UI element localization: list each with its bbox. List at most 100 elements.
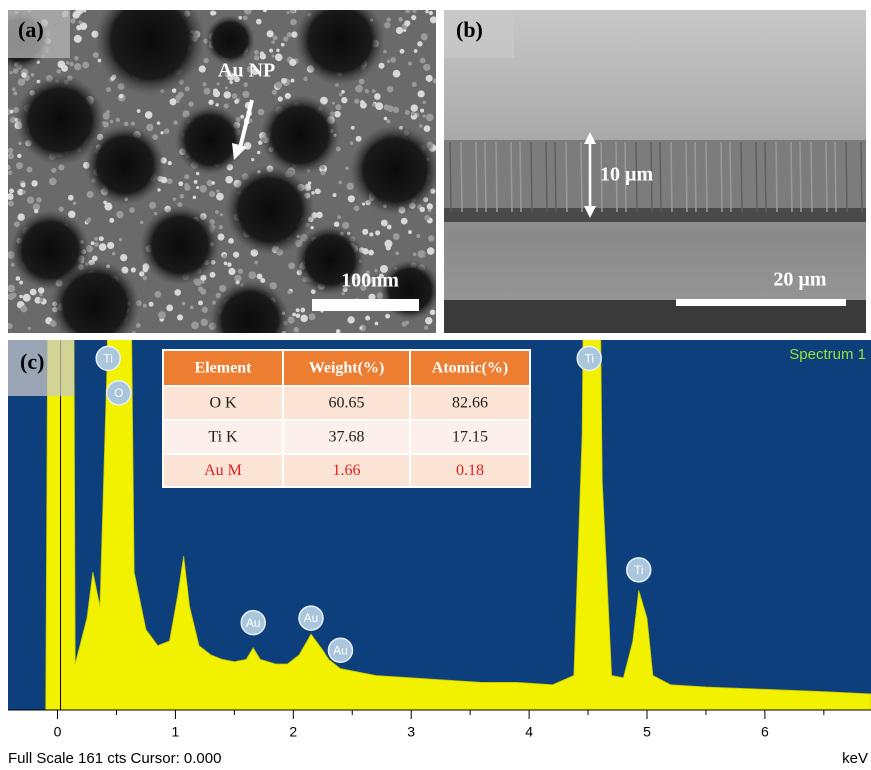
particle [375, 102, 383, 110]
particle [74, 10, 81, 17]
particle [78, 20, 81, 23]
particle [220, 213, 223, 216]
particle [425, 10, 428, 13]
striation [511, 142, 512, 212]
particle [66, 61, 70, 65]
particle [82, 62, 89, 69]
x-tick-label: 1 [172, 724, 180, 740]
striation [476, 142, 477, 212]
pore [85, 125, 165, 205]
particle [405, 321, 409, 325]
particle [379, 63, 385, 69]
particle [433, 79, 438, 84]
particle [412, 82, 417, 87]
particle [381, 220, 388, 227]
table-cell-text: 1.66 [333, 462, 361, 479]
particle [425, 317, 432, 324]
striation [835, 142, 836, 212]
particle [9, 71, 12, 74]
particle [208, 100, 213, 105]
interface [444, 208, 866, 222]
particle [74, 35, 82, 43]
particle [424, 326, 428, 330]
particle [242, 91, 249, 98]
particle [27, 197, 34, 204]
particle [215, 210, 219, 214]
particle [271, 40, 274, 43]
particle [23, 294, 31, 302]
striation [531, 142, 532, 212]
peak-label: O [114, 386, 123, 400]
particle [193, 196, 196, 199]
particle [403, 29, 406, 32]
particle [73, 201, 77, 205]
table-cell-text: 17.15 [452, 429, 488, 446]
particle [414, 49, 418, 53]
x-axis-label: keV [842, 750, 868, 767]
particle [228, 238, 234, 244]
particle [273, 35, 278, 40]
particle [210, 10, 215, 15]
particle [276, 49, 279, 52]
particle [219, 225, 223, 229]
particle [39, 298, 43, 302]
particle [131, 122, 135, 126]
particle [238, 269, 243, 274]
particle [194, 180, 198, 184]
particle [420, 109, 424, 113]
particle [217, 82, 220, 85]
particle [157, 188, 160, 191]
particle [166, 305, 173, 312]
particle [31, 73, 35, 77]
particle [158, 311, 166, 319]
particle [272, 54, 275, 57]
particle [180, 194, 185, 199]
particle [119, 94, 123, 98]
particle [87, 191, 94, 198]
particle [405, 8, 410, 13]
particle [374, 93, 381, 100]
particle [387, 105, 394, 112]
particle [393, 107, 399, 113]
particle [70, 18, 75, 23]
particle [10, 110, 14, 114]
panel-label: (b) [456, 17, 483, 42]
particle [411, 104, 418, 111]
particle [360, 100, 365, 105]
particle [321, 171, 326, 176]
particle [17, 154, 21, 158]
particle [191, 321, 199, 329]
particle [424, 215, 429, 220]
particle [293, 327, 299, 333]
particle [260, 51, 264, 55]
particle [430, 16, 437, 23]
table-header-text: Weight(%) [309, 360, 385, 377]
thickness-label: 10 µm [600, 164, 654, 186]
striation [811, 142, 812, 212]
particle [49, 178, 57, 186]
striation [756, 142, 757, 212]
footer: Full Scale 161 cts Cursor: 0.000 [8, 750, 221, 767]
particle [58, 164, 64, 170]
particle [7, 285, 15, 293]
particle [227, 262, 231, 266]
particle [7, 293, 14, 300]
particle [188, 101, 193, 106]
peak-label: Au [333, 643, 348, 657]
particle [12, 87, 16, 91]
particle [426, 75, 433, 82]
particle [8, 200, 14, 206]
particle [287, 290, 291, 294]
scale-bar-label: 20 µm [773, 269, 827, 291]
particle [384, 22, 390, 28]
particle [234, 99, 239, 104]
particle [184, 174, 189, 179]
table-header-text: Element [195, 360, 253, 377]
particle [94, 237, 98, 241]
page: { "panels": { "a": {"label": "(a)", "ann… [0, 0, 871, 770]
particle [283, 36, 288, 41]
particle [129, 207, 135, 213]
particle [287, 11, 290, 14]
particle [258, 109, 265, 116]
particle [385, 240, 393, 248]
